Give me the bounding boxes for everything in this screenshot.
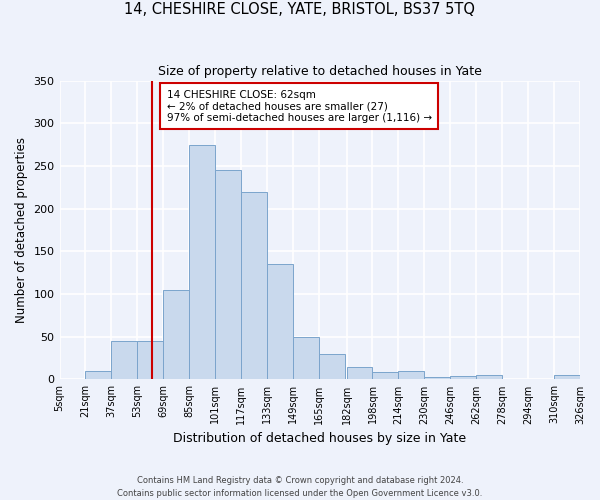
Bar [319,354,345,380]
Bar [476,375,502,380]
Bar [373,372,398,380]
Bar [450,376,476,380]
Bar [137,341,163,380]
Bar [424,377,450,380]
Bar [398,371,424,380]
Text: 14, CHESHIRE CLOSE, YATE, BRISTOL, BS37 5TQ: 14, CHESHIRE CLOSE, YATE, BRISTOL, BS37 … [125,2,476,18]
Title: Size of property relative to detached houses in Yate: Size of property relative to detached ho… [158,65,482,78]
X-axis label: Distribution of detached houses by size in Yate: Distribution of detached houses by size … [173,432,466,445]
Bar [112,341,137,380]
Bar [554,375,580,380]
Bar [163,290,189,380]
Y-axis label: Number of detached properties: Number of detached properties [15,137,28,323]
Bar [267,264,293,380]
Bar [85,371,112,380]
Text: Contains HM Land Registry data © Crown copyright and database right 2024.
Contai: Contains HM Land Registry data © Crown c… [118,476,482,498]
Bar [347,366,373,380]
Bar [241,192,267,380]
Bar [215,170,241,380]
Text: 14 CHESHIRE CLOSE: 62sqm
← 2% of detached houses are smaller (27)
97% of semi-de: 14 CHESHIRE CLOSE: 62sqm ← 2% of detache… [167,90,431,123]
Bar [293,336,319,380]
Bar [189,144,215,380]
